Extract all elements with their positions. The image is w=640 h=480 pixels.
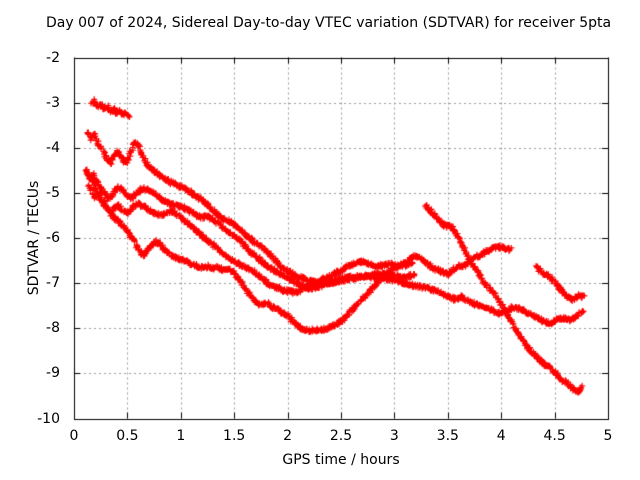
x-tick-label: 2: [283, 428, 293, 444]
x-tick-label: 1: [176, 428, 186, 444]
y-tick-label: -9: [46, 365, 60, 382]
x-tick-label: 5: [603, 428, 613, 444]
y-tick-label: -5: [46, 184, 60, 201]
x-tick-label: 4: [496, 428, 506, 444]
x-tick-label: 0: [69, 428, 79, 444]
y-tick-label: -7: [46, 275, 60, 292]
y-tick-label: -6: [46, 230, 60, 246]
x-tick-label: 0.5: [116, 428, 139, 444]
x-tick-label: 2.5: [329, 428, 353, 444]
y-tick-label: -2: [46, 49, 60, 66]
x-tick-label: 1.5: [223, 428, 246, 444]
y-tick-label: -4: [46, 139, 60, 156]
y-tick-label: -10: [37, 410, 60, 427]
y-tick-label: -8: [46, 320, 60, 337]
x-tick-label: 3: [389, 428, 399, 444]
page-title: Day 007 of 2024, Sidereal Day-to-day VTE…: [46, 15, 612, 31]
x-axis-label: GPS time / hours: [282, 452, 400, 468]
x-tick-label: 4.5: [543, 428, 566, 444]
y-tick-label: -3: [46, 94, 60, 111]
x-tick-label: 3.5: [436, 428, 459, 444]
